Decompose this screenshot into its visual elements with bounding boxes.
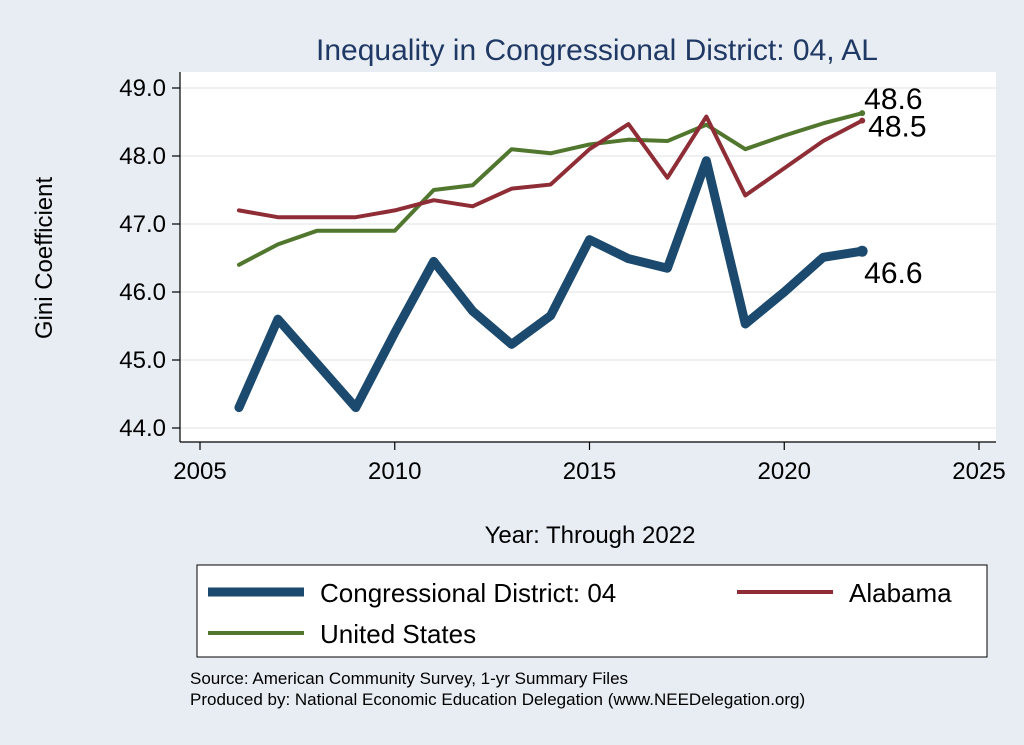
legend-box: [196, 564, 988, 658]
series-end-point-0: [856, 245, 868, 257]
y-tick-label: 47.0: [119, 211, 166, 238]
chart-title: Inequality in Congressional District: 04…: [316, 34, 878, 67]
end-label-1: 48.5: [868, 111, 926, 144]
y-axis-label: Gini Coefficient: [31, 177, 58, 340]
series-line-0: [234, 156, 867, 413]
series-end-point-1: [859, 117, 866, 124]
legend-label-2: United States: [320, 619, 476, 649]
x-tick-label: 2025: [952, 458, 1005, 485]
x-tick-label: 2005: [173, 458, 226, 485]
axes: 44.0 45.0 46.0 47.0 48.0 49.0 2005 2010 2015 2020…: [119, 72, 1006, 485]
end-label-2: 48.6: [864, 83, 922, 116]
produced-by-note: Produced by: National Economic Education…: [190, 690, 805, 709]
y-tick-label: 49.0: [119, 75, 166, 102]
series-line-1: [236, 114, 865, 220]
x-tick-label: 2010: [368, 458, 421, 485]
legend-label-1: Alabama: [849, 578, 952, 608]
y-tick-label: 46.0: [119, 279, 166, 306]
source-note: Source: American Community Survey, 1-yr …: [190, 669, 628, 688]
x-tick-label: 2015: [563, 458, 616, 485]
legend-label-0: Congressional District: 04: [320, 578, 616, 608]
x-axis-label: Year: Through 2022: [485, 522, 696, 549]
y-tick-label: 45.0: [119, 347, 166, 374]
end-labels: 46.6 48.548.6: [864, 83, 926, 290]
series-end-point-2: [859, 110, 866, 117]
series-line-2: [236, 111, 865, 267]
plot-area: [180, 72, 996, 442]
y-tick-label: 44.0: [119, 415, 166, 442]
y-tick-label: 48.0: [119, 143, 166, 170]
legend: Congressional District: 04 Alabama United …: [196, 564, 988, 658]
x-tick-label: 2020: [758, 458, 811, 485]
series-lines: [234, 110, 868, 413]
end-label-0: 46.6: [864, 257, 922, 290]
